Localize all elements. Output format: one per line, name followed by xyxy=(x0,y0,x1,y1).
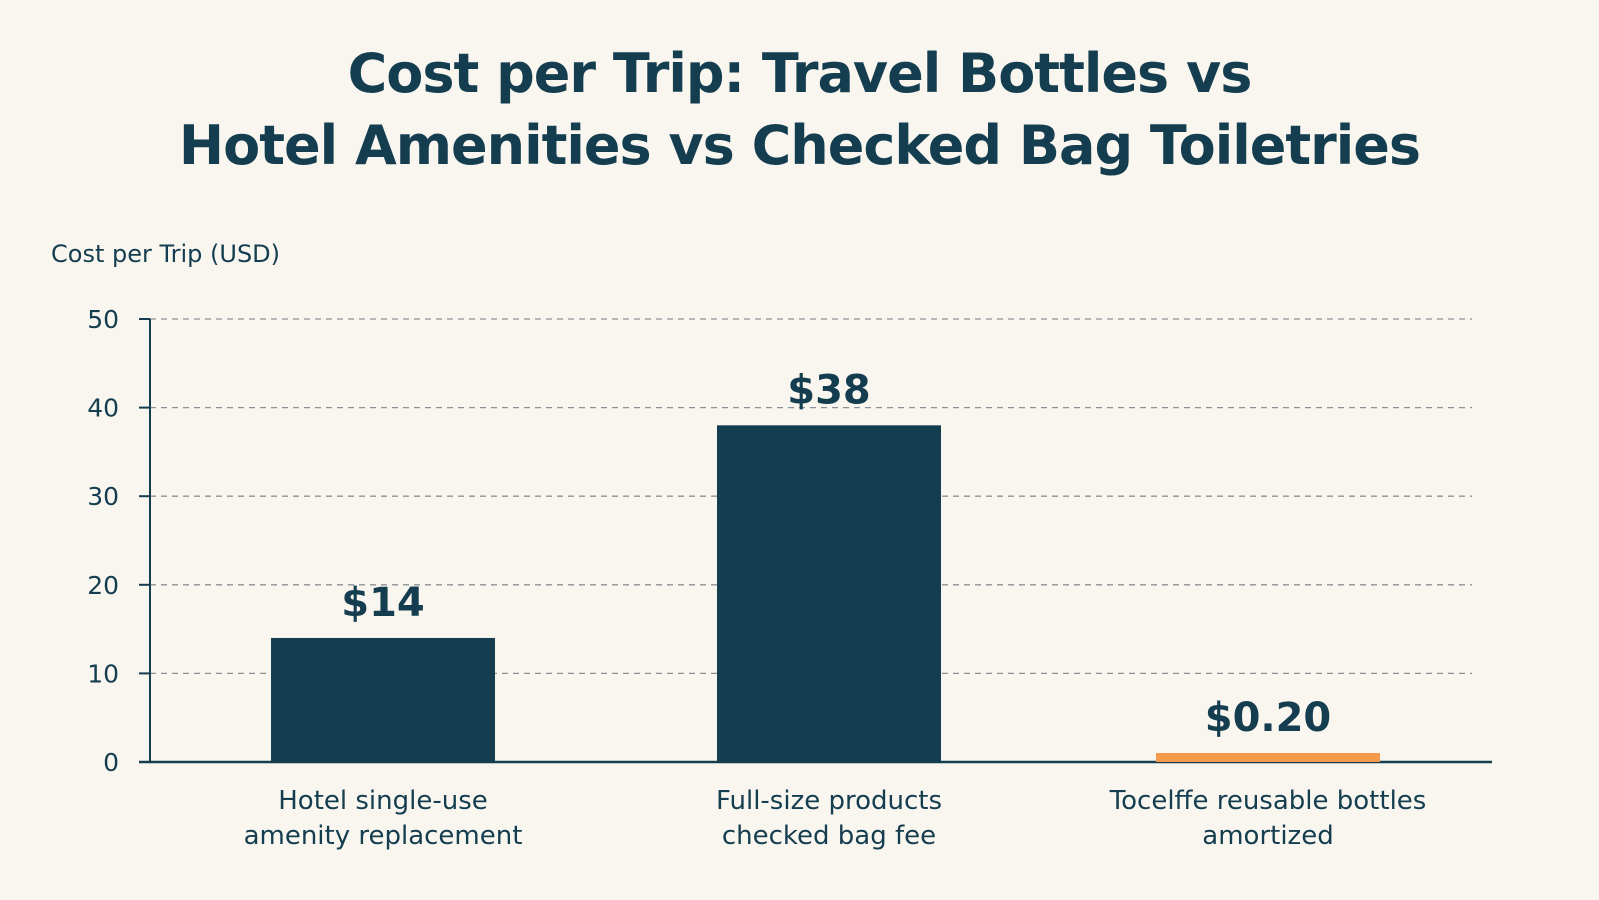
category-label-1-line-1: Hotel single-use xyxy=(278,786,488,816)
category-label-2-line-1: Full-size products xyxy=(716,786,942,816)
y-tick-label-20: 20 xyxy=(87,571,119,600)
category-label-1-line-2: amenity replacement xyxy=(244,821,523,851)
y-tick-label-10: 10 xyxy=(87,659,119,688)
data-label-3: $0.20 xyxy=(1205,695,1332,741)
data-labels: $14 $38 $0.20 xyxy=(341,367,1331,741)
chart-title-line-2: Hotel Amenities vs Checked Bag Toiletrie… xyxy=(178,114,1421,177)
category-labels: Hotel single-use amenity replacement Full-… xyxy=(244,786,1427,851)
y-axis-ticks: 0 10 20 30 40 50 xyxy=(87,305,150,777)
bar-3 xyxy=(1156,753,1380,762)
y-axis-label: Cost per Trip (USD) xyxy=(51,240,280,268)
category-label-2-line-2: checked bag fee xyxy=(722,821,936,851)
y-tick-label-50: 50 xyxy=(87,305,119,334)
bars xyxy=(271,425,1380,762)
chart-title-line-1: Cost per Trip: Travel Bottles vs xyxy=(347,42,1253,105)
y-tick-label-0: 0 xyxy=(103,748,119,777)
data-label-1: $14 xyxy=(341,580,425,626)
data-label-2: $38 xyxy=(787,367,871,413)
category-label-3-line-2: amortized xyxy=(1202,821,1333,851)
chart-title: Cost per Trip: Travel Bottles vs Hotel A… xyxy=(0,38,1599,182)
y-tick-label-30: 30 xyxy=(87,482,119,511)
category-label-3-line-1: Tocelffe reusable bottles xyxy=(1109,786,1427,816)
bar-1 xyxy=(271,637,495,762)
y-tick-label-40: 40 xyxy=(87,394,119,423)
bar-2 xyxy=(717,425,941,762)
